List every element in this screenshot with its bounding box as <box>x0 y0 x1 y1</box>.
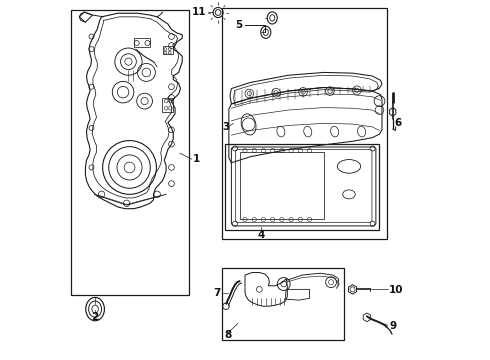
Text: 7: 7 <box>213 288 220 298</box>
Text: 9: 9 <box>389 321 396 331</box>
Text: 11: 11 <box>192 7 206 17</box>
Text: 10: 10 <box>389 285 404 296</box>
Text: 6: 6 <box>394 118 401 128</box>
Text: 3: 3 <box>222 122 230 132</box>
Text: 4: 4 <box>257 230 265 239</box>
Text: 8: 8 <box>224 330 232 340</box>
Text: 5: 5 <box>235 20 243 30</box>
Text: 2: 2 <box>92 312 98 322</box>
Text: 1: 1 <box>193 154 200 164</box>
